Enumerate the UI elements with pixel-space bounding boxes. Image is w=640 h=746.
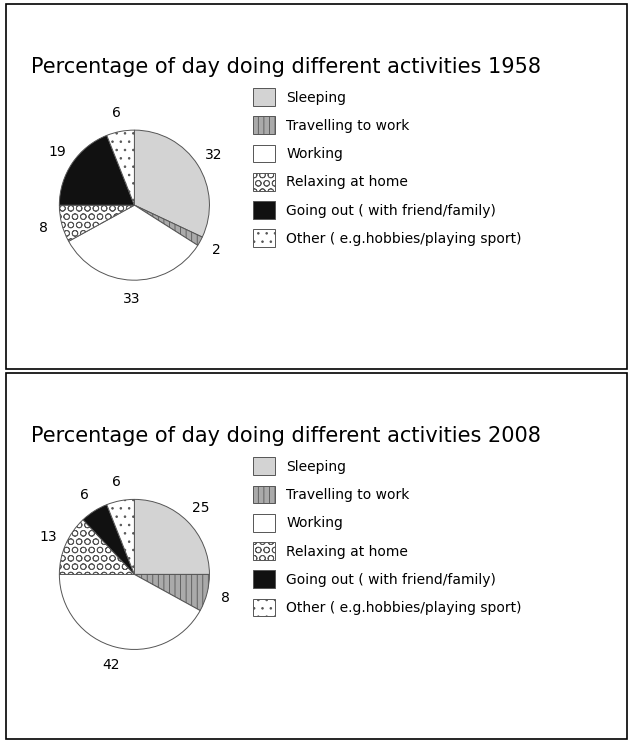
Text: 42: 42 [102,658,120,672]
Wedge shape [134,130,209,237]
Text: Percentage of day doing different activities 1958: Percentage of day doing different activi… [31,57,541,77]
Wedge shape [107,499,134,574]
Text: 19: 19 [48,145,66,160]
Text: Percentage of day doing different activities 2008: Percentage of day doing different activi… [31,426,541,446]
Text: 2: 2 [212,243,221,257]
Text: 33: 33 [123,292,140,306]
Wedge shape [134,499,209,574]
Text: 6: 6 [113,475,121,489]
Wedge shape [134,574,209,610]
Wedge shape [134,205,202,245]
Wedge shape [60,574,200,650]
Wedge shape [68,205,198,280]
Wedge shape [83,504,134,574]
Text: 32: 32 [205,148,222,162]
Wedge shape [60,205,134,241]
Text: 6: 6 [113,106,121,120]
Wedge shape [60,520,134,574]
Text: 13: 13 [40,530,57,544]
Wedge shape [60,135,134,205]
Text: 25: 25 [192,501,209,515]
Text: 8: 8 [221,591,230,605]
Legend: Sleeping, Travelling to work, Working, Relaxing at home, Going out ( with friend: Sleeping, Travelling to work, Working, R… [250,85,525,250]
Text: 8: 8 [39,222,48,236]
Text: 6: 6 [80,488,88,502]
Legend: Sleeping, Travelling to work, Working, Relaxing at home, Going out ( with friend: Sleeping, Travelling to work, Working, R… [250,454,525,619]
Wedge shape [107,130,134,205]
